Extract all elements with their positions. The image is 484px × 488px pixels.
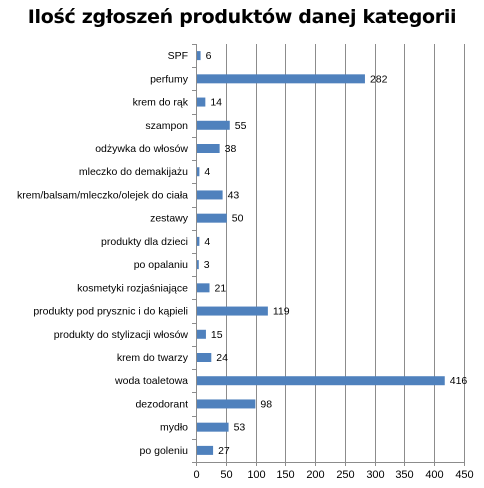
category-label: krem/balsam/mleczko/olejek do ciała [17,189,188,201]
category-label: produkty pod prysznic i do kąpieli [33,306,188,318]
value-label: 3 [204,259,210,271]
category-label: perfumy [150,73,189,85]
value-label: 14 [210,97,222,109]
x-tick-label: 350 [395,469,413,481]
value-label: 282 [370,73,388,85]
value-label: 6 [206,50,212,62]
category-label: SPF [168,50,188,62]
value-label: 38 [225,143,237,155]
value-label: 43 [228,189,240,201]
category-label: produkty do stylizacji włosów [54,329,189,341]
category-label: mydło [160,422,188,434]
value-label: 55 [235,120,247,132]
value-label: 21 [215,282,227,294]
bar [197,376,445,386]
bar [197,144,220,153]
x-tick-label: 250 [336,469,354,481]
value-label: 98 [260,398,272,410]
value-label: 53 [234,422,246,434]
axes [192,44,465,466]
bar [197,445,214,455]
bar [197,329,206,339]
category-label: kosmetyki rozjaśniające [77,282,188,294]
bar [197,283,210,293]
x-tick-label: 450 [455,469,473,481]
bars [197,51,445,455]
bar [197,74,365,84]
category-label: mleczko do demakijażu [79,166,188,178]
category-label: produkty dla dzieci [101,236,188,248]
value-label: 4 [204,166,210,178]
value-label: 15 [211,329,223,341]
x-tick-label: 200 [306,469,324,481]
category-label: zestawy [150,213,189,225]
chart-title: Ilość zgłoszeń produktów danej kategorii [27,6,457,28]
bar [197,51,201,61]
bar [197,399,256,409]
category-label: woda toaletowa [114,375,188,387]
value-label: 4 [204,236,210,248]
bar [197,260,199,270]
grid-lines [226,44,465,462]
bar [197,120,230,130]
value-label: 119 [273,306,290,318]
value-label: 416 [450,375,468,387]
x-tick-label: 150 [276,469,294,481]
category-label: szampon [145,120,188,132]
category-label: po goleniu [140,445,189,457]
bar [197,236,200,246]
bar [197,190,223,200]
category-label: krem do twarzy [117,352,189,364]
category-label: odżywka do włosów [95,143,188,155]
bar [197,306,268,316]
category-label: po opalaniu [134,259,188,271]
x-tick-label: 300 [366,469,384,481]
x-tick-label: 50 [220,469,232,481]
bar [197,353,212,362]
x-tick-label: 100 [247,469,265,481]
bar [197,97,206,107]
x-tick-label: 400 [425,469,443,481]
value-label: 50 [232,213,244,225]
category-label: krem do rąk [133,97,189,109]
bar [197,213,227,223]
bar [197,167,200,177]
bar [197,422,229,432]
value-label: 24 [216,352,228,364]
category-label: dezodorant [135,398,188,410]
x-tick-label: 0 [193,469,199,481]
value-label: 27 [218,445,230,457]
